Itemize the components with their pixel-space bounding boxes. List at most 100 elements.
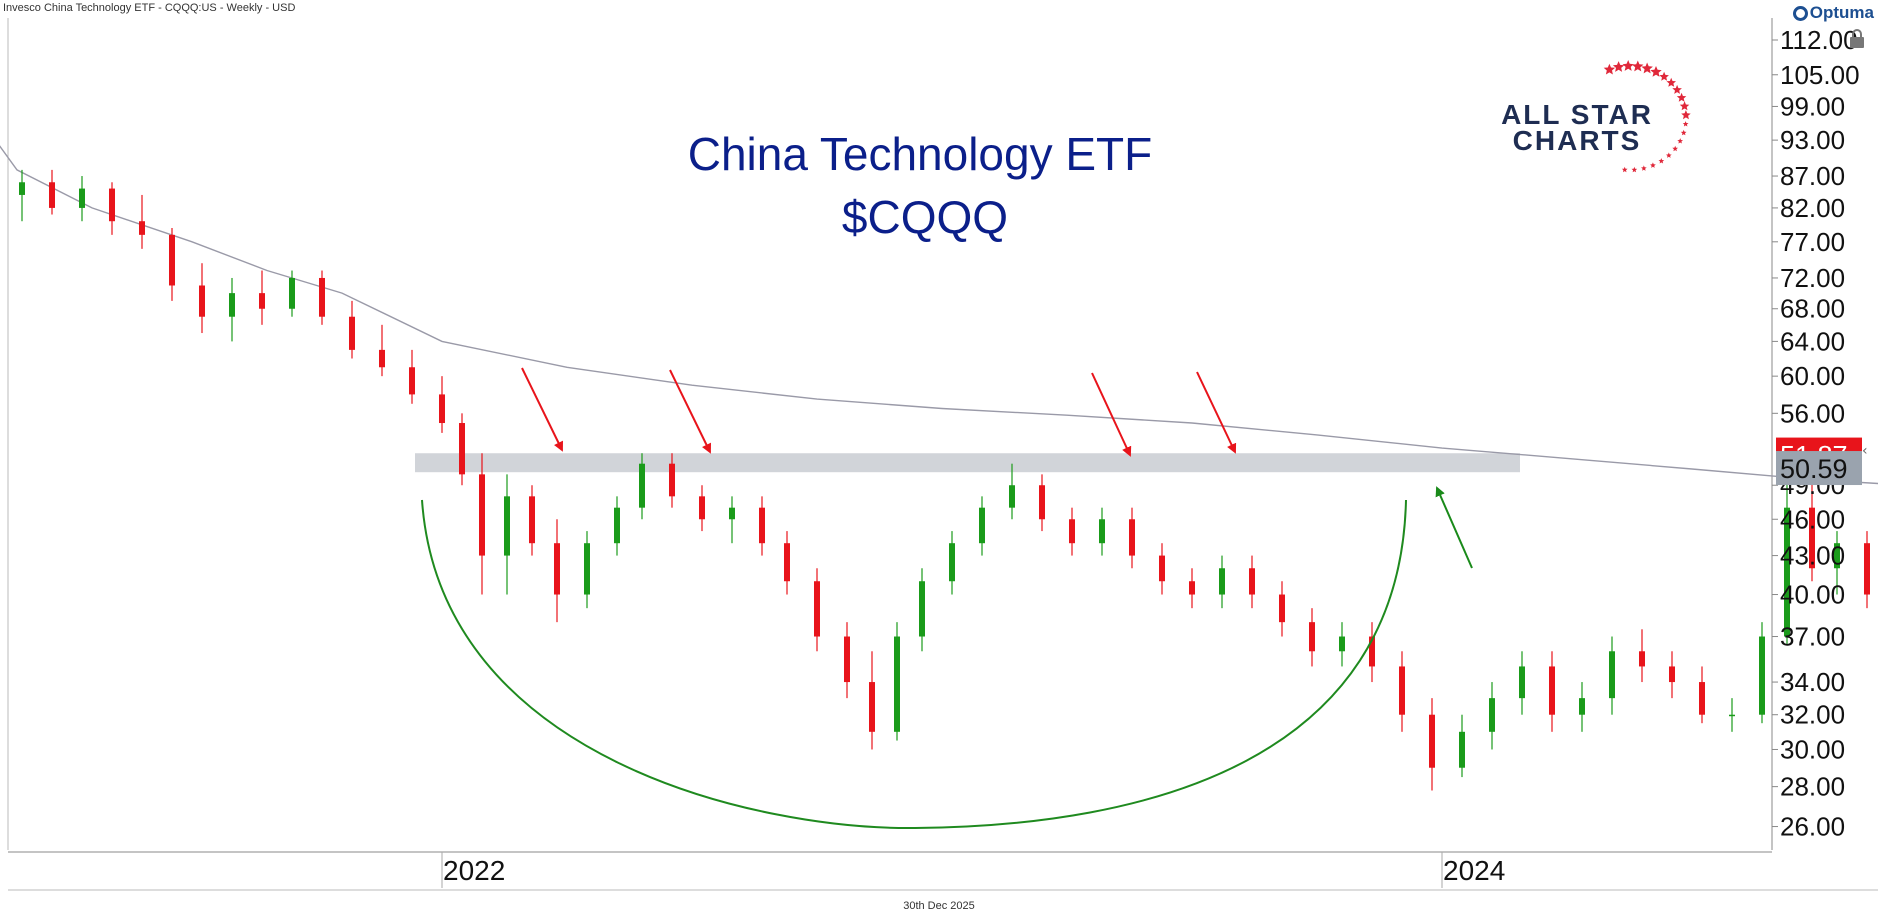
y-tick-label: 32.00 [1780,700,1845,730]
candle-body [949,543,955,582]
candle-body [1579,698,1585,715]
candle-body [1459,731,1465,768]
candle-body [1639,651,1645,667]
candle-body [319,277,325,317]
candle-body [554,543,560,595]
optuma-logo-text: Optuma [1809,3,1874,22]
candle [349,300,355,359]
candle [1159,543,1165,595]
candle [869,651,875,750]
candle [949,531,955,595]
candle [109,182,115,235]
green-arrow [1435,486,1473,569]
candle [1639,629,1645,683]
candle [319,270,325,325]
y-tick-label: 112.00 [1780,25,1858,55]
candle [584,531,590,609]
candle-body [1864,543,1870,595]
logo-star-icon [1612,61,1625,72]
candle-body [109,188,115,222]
candle-body [1759,636,1765,715]
candle [1009,463,1015,520]
candle-body [1279,594,1285,623]
candle [1669,651,1675,699]
logo-star-icon [1632,60,1644,72]
logo-star-icon [1666,152,1672,158]
candle [1489,682,1495,750]
candle [1459,714,1465,778]
logo-star-icon [1650,162,1656,168]
chart-subtitle: $CQQQ [842,191,1008,243]
candle [1279,581,1285,637]
candle [614,496,620,556]
candle [1579,682,1585,732]
candle [1069,507,1075,556]
moving-average-line [0,145,1878,485]
chevron-left-icon[interactable]: ‹ [1862,443,1868,459]
candle-body [1834,543,1840,569]
candle-body [19,182,25,195]
candle-body [814,581,820,637]
logo-star-icon [1603,63,1616,75]
candle [504,474,510,595]
candle-body [1249,568,1255,595]
candle-body [1699,682,1705,715]
candle [1429,698,1435,791]
candle [1099,507,1105,556]
candle-body [1129,519,1135,556]
candle-body [1219,568,1225,595]
logo-star-icon [1658,158,1665,164]
candle-body [1369,636,1375,667]
candle-body [169,234,175,286]
candle [894,622,900,741]
candle-body [584,543,590,595]
candle [139,194,145,249]
candle-body [919,581,925,637]
candle-body [229,293,235,317]
candle-body [1729,714,1735,717]
candle [169,227,175,301]
logo-star-icon [1641,62,1653,74]
candle-body [259,293,265,309]
candle [1189,568,1195,609]
candle [554,519,560,623]
candle [289,270,295,317]
candle [1729,698,1735,732]
candle-body [49,182,55,208]
logo-line1: ALL STAR [1501,99,1653,130]
candle-body [869,682,875,732]
candle-body [459,423,465,475]
logo-star-icon [1621,166,1628,173]
candle [1369,622,1375,683]
resistance-band [415,453,1520,473]
candle-body [1669,666,1675,683]
candle [1309,608,1315,667]
candle-body [1609,651,1615,699]
y-tick-label: 46.00 [1780,504,1845,534]
y-tick-label: 26.00 [1780,812,1845,842]
candle-body [1489,698,1495,732]
optuma-o-icon [1792,5,1808,21]
all-star-charts-logo: ALL STAR CHARTS [1501,60,1691,173]
candle-body [669,463,675,497]
candle-body [729,507,735,520]
candle [1249,555,1255,609]
candle [1399,651,1405,732]
candle-body [1099,519,1105,544]
y-tick-label: 93.00 [1780,125,1845,155]
logo-star-icon [1682,121,1689,127]
candle-body [894,636,900,732]
candle-body [1159,555,1165,582]
candle [1129,507,1135,569]
lock-icon[interactable] [1850,29,1864,48]
candle-body [79,188,85,208]
y-tick-label: 77.00 [1780,227,1845,257]
logo-star-icon [1681,110,1691,120]
y-tick-label: 56.00 [1780,398,1845,428]
candle [199,263,205,334]
logo-star-icon [1650,66,1662,77]
red-arrow [669,369,711,454]
y-tick-label: 72.00 [1780,263,1845,293]
candle-body [289,277,295,309]
